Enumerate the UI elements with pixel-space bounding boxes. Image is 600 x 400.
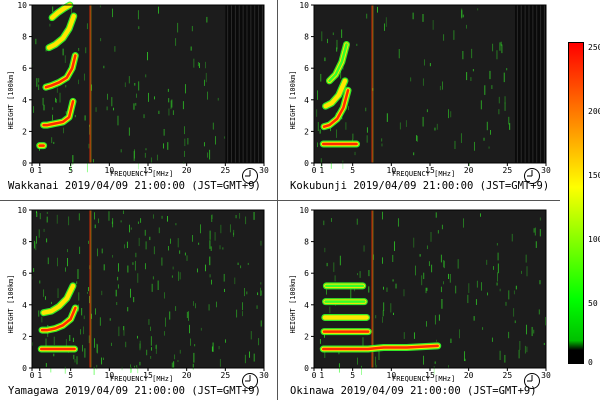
colorbar xyxy=(568,42,584,364)
plot-background xyxy=(32,210,264,368)
echo-trace xyxy=(328,43,348,83)
x-tick-label: 5 xyxy=(350,371,355,380)
clock-icon xyxy=(242,373,258,389)
caption-yamagawa: Yamagawa 2019/04/09 21:00:00 (JST=GMT+9) xyxy=(8,385,261,397)
caption-kokubunji: Kokubunji 2019/04/09 21:00:00 (JST=GMT+9… xyxy=(290,180,550,192)
echo-trace xyxy=(42,100,75,127)
y-axis-title: HEIGHT [100km] xyxy=(7,274,15,334)
y-tick-label: 4 xyxy=(304,96,309,105)
x-tick-label: 10 xyxy=(387,166,397,175)
x-tick-label: 10 xyxy=(105,371,115,380)
echo-trace xyxy=(44,54,77,89)
plot-background xyxy=(314,5,546,163)
y-tick-label: 0 xyxy=(22,159,27,168)
echo-trace xyxy=(40,306,77,332)
colorbar-tick: 0 xyxy=(588,358,593,367)
x-tick-label: 5 xyxy=(350,166,355,175)
colorbar-tick: 200 xyxy=(588,107,600,116)
y-tick-label: 0 xyxy=(304,364,309,373)
y-tick-label: 4 xyxy=(22,301,27,310)
y-tick-label: 6 xyxy=(304,269,309,278)
dark-band xyxy=(515,5,546,163)
y-tick-label: 2 xyxy=(304,332,309,341)
x-tick-label: 30 xyxy=(541,166,551,175)
x-tick-label: 20 xyxy=(182,371,192,380)
y-tick-label: 0 xyxy=(22,364,27,373)
clock-icon xyxy=(524,373,540,389)
echo-trace xyxy=(47,14,76,49)
echo-trace xyxy=(322,89,350,128)
x-tick-label: 10 xyxy=(387,371,397,380)
colorbar-tick: 50 xyxy=(588,299,598,308)
x-tick-label: 15 xyxy=(425,166,435,175)
y-tick-label: 4 xyxy=(304,301,309,310)
x-tick-label: 1 xyxy=(37,166,42,175)
y-tick-label: 10 xyxy=(299,1,309,10)
clock-icon xyxy=(524,168,540,184)
colorbar-tick: 100 xyxy=(588,235,600,244)
y-tick-label: 4 xyxy=(22,96,27,105)
x-tick-label: 25 xyxy=(503,371,513,380)
x-tick-label: 15 xyxy=(143,166,153,175)
colorbar-tick: 150 xyxy=(588,171,600,180)
x-tick-label: 30 xyxy=(259,166,269,175)
y-tick-label: 6 xyxy=(304,64,309,73)
x-tick-label: 30 xyxy=(259,371,269,380)
x-tick-label: 1 xyxy=(37,371,42,380)
x-tick-label: 0 xyxy=(30,371,35,380)
y-tick-label: 8 xyxy=(22,238,27,247)
x-tick-label: 5 xyxy=(68,371,73,380)
y-tick-label: 8 xyxy=(304,33,309,42)
x-axis-title: FREQUENCY [MHz] xyxy=(110,170,174,178)
y-tick-label: 6 xyxy=(22,64,27,73)
x-tick-label: 25 xyxy=(221,166,231,175)
y-tick-label: 8 xyxy=(22,33,27,42)
y-tick-label: 0 xyxy=(304,159,309,168)
x-tick-label: 25 xyxy=(221,371,231,380)
x-tick-label: 0 xyxy=(312,166,317,175)
caption-wakkanai: Wakkanai 2019/04/09 21:00:00 (JST=GMT+9) xyxy=(8,180,261,192)
y-tick-label: 6 xyxy=(22,269,27,278)
x-tick-label: 0 xyxy=(30,166,35,175)
x-tick-label: 15 xyxy=(143,371,153,380)
x-tick-label: 30 xyxy=(541,371,551,380)
y-tick-label: 8 xyxy=(304,238,309,247)
echo-trace xyxy=(324,79,347,108)
echo-trace xyxy=(42,284,75,314)
x-tick-label: 0 xyxy=(312,371,317,380)
x-tick-label: 25 xyxy=(503,166,513,175)
y-axis-title: HEIGHT [100km] xyxy=(7,70,15,130)
x-tick-label: 1 xyxy=(319,371,324,380)
y-tick-label: 2 xyxy=(304,127,309,136)
echo-trace xyxy=(50,3,72,19)
clock-icon xyxy=(242,168,258,184)
echo-trace xyxy=(322,344,439,351)
y-tick-label: 10 xyxy=(17,206,27,215)
y-axis-title: HEIGHT [100km] xyxy=(289,274,297,334)
y-axis-title: HEIGHT [100km] xyxy=(289,70,297,130)
colorbar-tick: 250 xyxy=(588,43,600,52)
x-tick-label: 20 xyxy=(464,166,474,175)
caption-okinawa: Okinawa 2019/04/09 21:00:00 (JST=GMT+9) xyxy=(290,385,537,397)
x-axis-title: FREQUENCY [MHz] xyxy=(110,375,174,383)
x-tick-label: 15 xyxy=(425,371,435,380)
x-tick-label: 10 xyxy=(105,166,115,175)
y-tick-label: 10 xyxy=(299,206,309,215)
y-tick-label: 2 xyxy=(22,127,27,136)
y-tick-label: 10 xyxy=(17,1,27,10)
x-tick-label: 1 xyxy=(319,166,324,175)
y-tick-label: 2 xyxy=(22,332,27,341)
x-axis-title: FREQUENCY [MHz] xyxy=(392,170,456,178)
x-tick-label: 5 xyxy=(68,166,73,175)
horizontal-divider xyxy=(0,200,560,201)
x-tick-label: 20 xyxy=(464,371,474,380)
x-axis-title: FREQUENCY [MHz] xyxy=(392,375,456,383)
x-tick-label: 20 xyxy=(182,166,192,175)
